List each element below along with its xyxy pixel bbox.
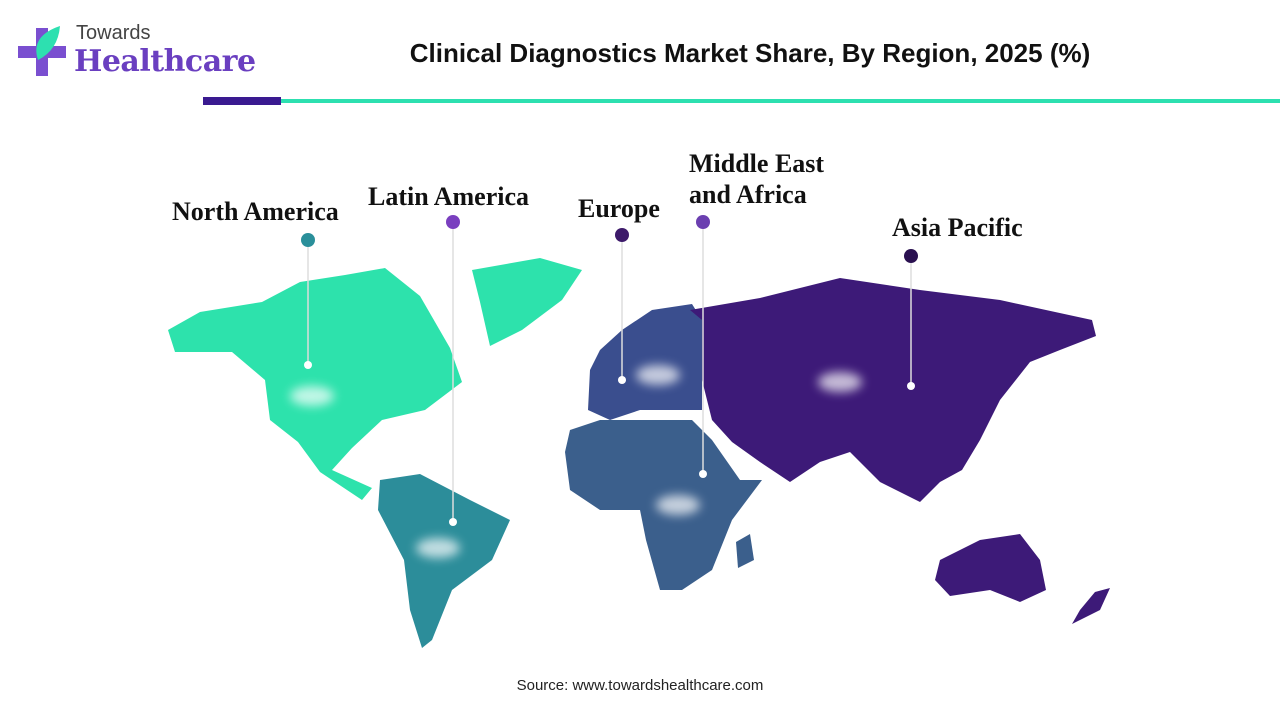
source: Source: www.towardshealthcare.com (516, 677, 764, 694)
asia (690, 278, 1096, 502)
new-zealand (1072, 588, 1110, 624)
region-dots (301, 215, 918, 263)
header-line (281, 99, 1280, 103)
anchor-dots (304, 361, 915, 526)
title: Clinical Diagnostics Market Share, By Re… (409, 38, 1091, 68)
australia (935, 534, 1046, 602)
north-america (168, 268, 462, 500)
continents (168, 258, 1110, 648)
region-label: Latin America (368, 182, 530, 211)
value-blurs (290, 365, 862, 558)
region-label: Europe (578, 194, 660, 223)
logo-text: Towards (76, 22, 151, 44)
logo-icon (18, 26, 66, 76)
header-bar (203, 97, 281, 105)
europe (588, 304, 702, 420)
region-label: Asia Pacific (892, 213, 1023, 242)
south-america (378, 474, 510, 648)
leader-lines (307, 222, 912, 522)
logo-text: Healthcare (74, 44, 256, 79)
greenland (472, 258, 582, 346)
madagascar (736, 534, 754, 568)
region-label: North America (172, 197, 339, 226)
region-label: Middle East and Africa (689, 149, 825, 209)
